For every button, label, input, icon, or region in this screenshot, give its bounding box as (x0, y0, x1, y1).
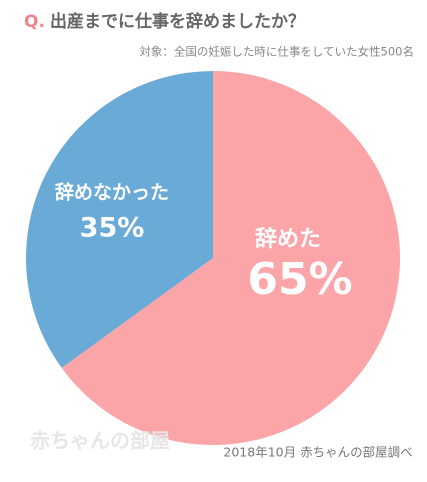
pie-slice (61, 71, 401, 445)
slice-label: 辞めなかった (55, 181, 169, 204)
pie-slice (25, 71, 213, 368)
chart-subtitle: 対象：全国の妊娠した時に仕事をしていた女性500名 (139, 45, 414, 59)
logo: 赤ちゃんの部屋 (30, 429, 170, 453)
pie (25, 71, 401, 445)
chart-title: 出産までに仕事を辞めましたか？ (50, 11, 305, 32)
value-label: 65% (247, 254, 352, 305)
title-marker: Q. (24, 12, 45, 32)
slice-label: 辞めた (255, 226, 321, 252)
source: 2018年10月 赤ちゃんの部屋調べ (223, 445, 412, 460)
value-label: 35% (80, 213, 145, 244)
